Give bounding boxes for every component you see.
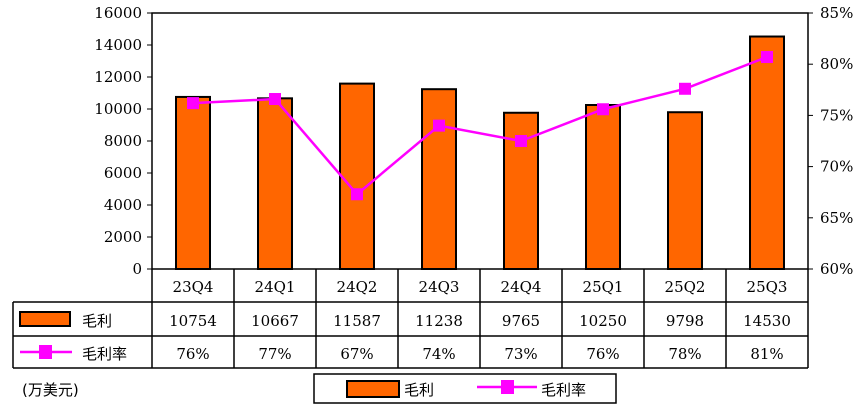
gross-margin-value: 76% — [586, 345, 619, 363]
y2-tick-label: 75% — [820, 106, 853, 124]
unit-note: (万美元) — [22, 381, 79, 399]
y-tick-label: 4000 — [104, 196, 142, 214]
y2-tick-label: 85% — [820, 4, 853, 22]
y-tick-label: 10000 — [94, 100, 142, 118]
legend-line-marker — [501, 380, 514, 394]
bar-25Q3 — [749, 35, 785, 270]
line-point-23Q4 — [187, 97, 199, 110]
row-label-gross-margin: 毛利率 — [82, 345, 127, 363]
gross-profit-value: 10250 — [579, 312, 627, 330]
margin-line — [192, 55, 768, 196]
line-point-25Q3 — [761, 51, 773, 64]
category-label: 24Q1 — [255, 278, 296, 296]
line-point-24Q3 — [433, 119, 445, 132]
bar-24Q3 — [421, 88, 457, 270]
line-point-24Q2 — [351, 188, 363, 201]
legend-gross-margin: 毛利率 — [541, 381, 586, 399]
plot-frame — [151, 12, 809, 270]
gross-margin-value: 67% — [340, 345, 373, 363]
gross-margin-value: 78% — [668, 345, 701, 363]
y-tick-label: 16000 — [94, 4, 142, 22]
y2-tick-label: 70% — [820, 158, 853, 176]
category-label: 25Q2 — [665, 278, 706, 296]
category-label: 24Q4 — [501, 278, 542, 296]
gross-margin-value: 73% — [504, 345, 537, 363]
gross-profit-value: 14530 — [743, 312, 791, 330]
gross-margin-value: 81% — [750, 345, 783, 363]
line-point-25Q1 — [597, 103, 609, 116]
y-tick-label: 6000 — [104, 164, 142, 182]
row-label-gross-profit: 毛利 — [82, 312, 112, 330]
gross-margin-value: 76% — [176, 345, 209, 363]
y2-tick-label: 80% — [820, 55, 853, 73]
line-point-25Q2 — [679, 82, 691, 95]
y-tick-label: 0 — [132, 260, 142, 278]
gross-profit-value: 9798 — [666, 312, 704, 330]
bar-25Q2 — [667, 111, 703, 271]
y-tick-label: 2000 — [104, 228, 142, 246]
y-tick-label: 14000 — [94, 36, 142, 54]
y-tick-label: 12000 — [94, 68, 142, 86]
bar-25Q1 — [585, 104, 621, 270]
category-label: 24Q3 — [419, 278, 460, 296]
legend-bar-swatch — [346, 380, 400, 398]
y-tick-label: 8000 — [104, 132, 142, 150]
gross-profit-value: 11238 — [415, 312, 463, 330]
line-point-24Q1 — [269, 93, 281, 106]
category-label: 25Q1 — [583, 278, 624, 296]
category-label: 24Q2 — [337, 278, 378, 296]
bar-24Q1 — [257, 97, 293, 270]
legend-gross-profit: 毛利 — [404, 381, 434, 399]
gross-profit-value: 10754 — [169, 312, 217, 330]
bar-legend-swatch — [19, 311, 71, 327]
category-label: 25Q3 — [747, 278, 788, 296]
gross-margin-value: 74% — [422, 345, 455, 363]
y2-tick-label: 65% — [820, 209, 853, 227]
gross-profit-value: 10667 — [251, 312, 299, 330]
bar-24Q2 — [339, 82, 375, 270]
line-legend-marker — [39, 345, 52, 359]
line-point-24Q4 — [515, 135, 527, 147]
y2-tick-label: 60% — [820, 260, 853, 278]
bar-23Q4 — [175, 95, 211, 270]
gross-margin-value: 77% — [258, 345, 291, 363]
gross-profit-value: 11587 — [333, 312, 381, 330]
category-label: 23Q4 — [173, 278, 214, 296]
gross-profit-value: 9765 — [502, 312, 540, 330]
